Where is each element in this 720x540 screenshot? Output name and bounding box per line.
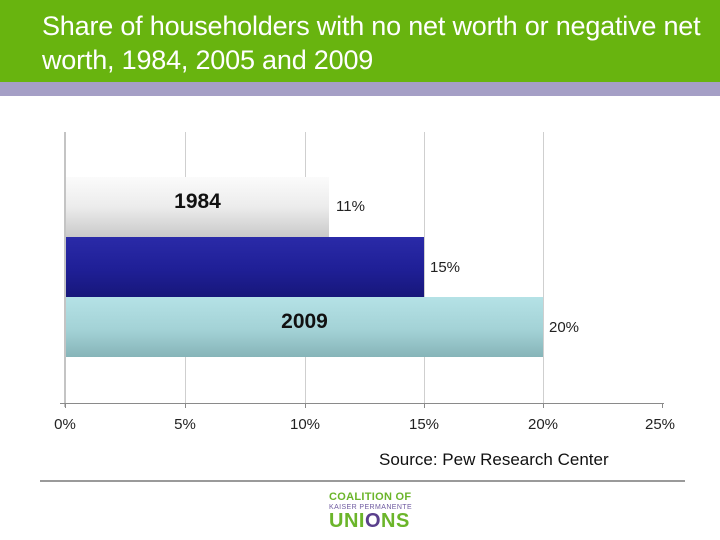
gridline-20: [543, 132, 544, 403]
x-tick-label: 25%: [644, 416, 676, 433]
bar-label-1984: 1984: [174, 190, 221, 213]
source-note: Source: Pew Research Center: [379, 450, 609, 469]
x-axis: [60, 403, 664, 404]
tick-15: [424, 403, 425, 408]
tick-0: [65, 403, 66, 408]
bar-1984: 1984: [66, 177, 329, 237]
coalition-logo: COALITION OF KAISER PERMANENTE UNIONS: [329, 491, 415, 532]
logo-line-2: KAISER PERMANENTE: [329, 504, 413, 511]
y-axis: [64, 132, 66, 407]
tick-20: [543, 403, 544, 408]
bar-label-2009: 2009: [281, 310, 328, 333]
value-label-2009: 20%: [549, 319, 580, 336]
x-tick-label: 10%: [289, 416, 321, 433]
bar-2009: 2009: [66, 297, 543, 357]
tick-10: [305, 403, 306, 408]
logo-text-ns: NS: [381, 510, 410, 532]
slide-title: Share of householders with no net worth …: [42, 11, 701, 75]
x-tick-label: 20%: [527, 416, 559, 433]
value-label-2005: 15%: [430, 259, 461, 276]
x-tick-label: 5%: [174, 416, 196, 433]
logo-line-1: COALITION OF: [329, 491, 412, 503]
logo-line-3: UNIONS: [329, 510, 415, 532]
tick-5: [185, 403, 186, 408]
bar-label-2005: [66, 237, 424, 297]
bar-2005: [66, 237, 424, 297]
accent-band: [0, 82, 720, 96]
footer-divider: [40, 480, 685, 482]
gridline-15: [424, 132, 425, 403]
tick-25: [662, 403, 663, 408]
title-band: Share of householders with no net worth …: [0, 0, 720, 82]
value-label-1984: 11%: [336, 198, 365, 215]
logo-text-uni: UNI: [329, 510, 365, 532]
x-tick-label: 0%: [54, 416, 76, 433]
logo-text-o: O: [364, 510, 382, 532]
x-tick-label: 15%: [408, 416, 440, 433]
